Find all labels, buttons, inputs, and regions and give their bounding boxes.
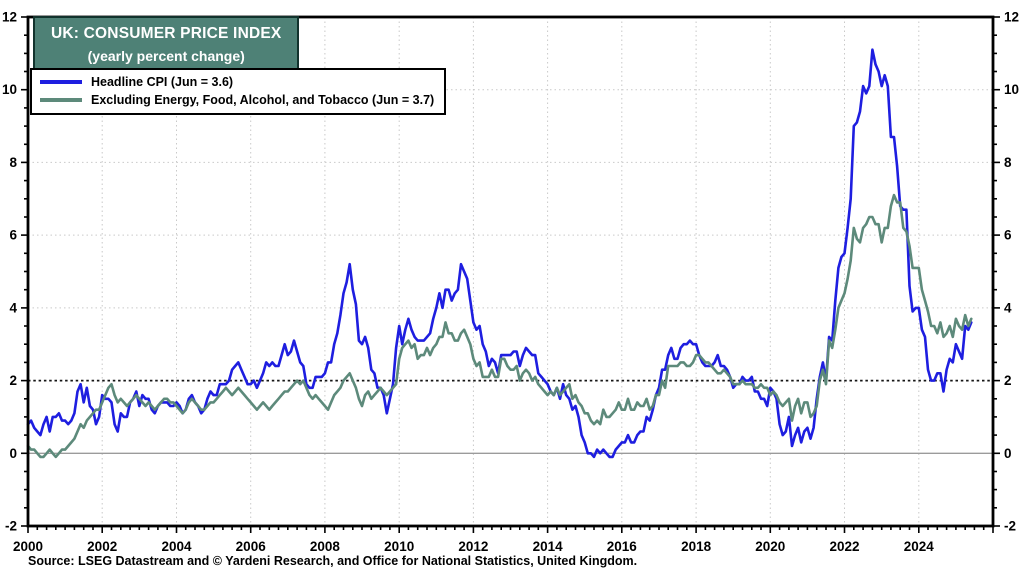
- svg-text:2006: 2006: [236, 539, 267, 554]
- svg-text:2016: 2016: [607, 539, 638, 554]
- svg-text:2: 2: [9, 373, 17, 388]
- svg-text:8: 8: [9, 155, 17, 170]
- svg-text:12: 12: [2, 10, 17, 25]
- svg-text:6: 6: [1004, 228, 1012, 243]
- svg-text:2024: 2024: [904, 539, 935, 554]
- svg-text:10: 10: [2, 82, 17, 97]
- svg-text:2: 2: [1004, 373, 1012, 388]
- legend-item: Headline CPI (Jun = 3.6): [40, 73, 434, 91]
- legend-line-swatch-core: [40, 98, 82, 102]
- legend: Headline CPI (Jun = 3.6) Excluding Energ…: [30, 68, 447, 115]
- legend-line-swatch-headline: [40, 80, 82, 84]
- chart-subtitle: (yearly percent change): [87, 48, 245, 64]
- svg-text:2014: 2014: [533, 539, 564, 554]
- legend-label-headline: Headline CPI (Jun = 3.6): [91, 75, 234, 89]
- svg-text:-2: -2: [1004, 519, 1016, 534]
- svg-text:2022: 2022: [829, 539, 859, 554]
- chart-title: UK: CONSUMER PRICE INDEX: [51, 25, 282, 42]
- svg-text:4: 4: [1004, 300, 1012, 315]
- svg-text:2008: 2008: [310, 539, 341, 554]
- svg-text:2010: 2010: [384, 539, 414, 554]
- svg-text:-2: -2: [5, 519, 17, 534]
- svg-text:6: 6: [9, 228, 17, 243]
- svg-text:2002: 2002: [87, 539, 117, 554]
- svg-text:12: 12: [1004, 10, 1019, 25]
- legend-item: Excluding Energy, Food, Alcohol, and Tob…: [40, 91, 434, 109]
- svg-text:10: 10: [1004, 82, 1019, 97]
- svg-text:2018: 2018: [681, 539, 712, 554]
- legend-label-core: Excluding Energy, Food, Alcohol, and Tob…: [91, 93, 435, 107]
- source-note: Source: LSEG Datastream and © Yardeni Re…: [28, 554, 638, 568]
- svg-text:0: 0: [1004, 446, 1012, 461]
- svg-text:2012: 2012: [458, 539, 488, 554]
- chart-title-box: UK: CONSUMER PRICE INDEX (yearly percent…: [33, 16, 300, 74]
- svg-text:2020: 2020: [755, 539, 785, 554]
- svg-text:2004: 2004: [161, 539, 192, 554]
- svg-text:4: 4: [9, 300, 17, 315]
- svg-text:0: 0: [9, 446, 17, 461]
- svg-text:2000: 2000: [13, 539, 43, 554]
- svg-text:8: 8: [1004, 155, 1012, 170]
